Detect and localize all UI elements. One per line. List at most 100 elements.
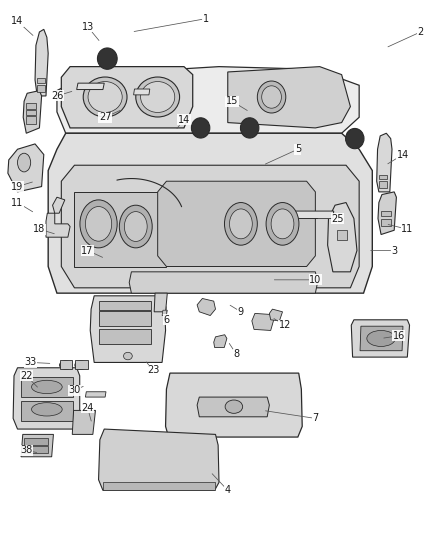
Ellipse shape [346, 128, 364, 149]
Polygon shape [272, 211, 334, 219]
Polygon shape [269, 309, 283, 321]
Bar [99, 311, 151, 326]
Ellipse shape [257, 81, 286, 113]
Text: 3: 3 [371, 246, 397, 255]
Bar [37, 85, 45, 92]
Polygon shape [21, 434, 53, 457]
Ellipse shape [18, 154, 31, 172]
Ellipse shape [191, 118, 210, 138]
Text: 2: 2 [388, 27, 424, 47]
Bar [21, 377, 73, 397]
Polygon shape [85, 392, 106, 397]
Text: 38: 38 [20, 446, 37, 455]
Bar [26, 116, 36, 124]
Ellipse shape [230, 209, 252, 239]
Text: 14: 14 [177, 115, 190, 128]
Bar [99, 329, 151, 344]
Polygon shape [129, 272, 318, 293]
Polygon shape [74, 192, 166, 266]
Bar [21, 401, 73, 421]
Polygon shape [103, 482, 215, 490]
Polygon shape [197, 298, 215, 316]
Ellipse shape [225, 400, 243, 414]
Ellipse shape [224, 203, 257, 245]
Polygon shape [328, 203, 357, 272]
Text: 6: 6 [163, 306, 170, 325]
Text: 26: 26 [51, 91, 72, 101]
Text: 33: 33 [25, 358, 50, 367]
Text: 22: 22 [20, 371, 38, 387]
Text: 10: 10 [274, 275, 321, 285]
Bar [75, 360, 88, 369]
Text: 13: 13 [81, 22, 99, 41]
Ellipse shape [367, 330, 395, 346]
Bar [99, 301, 151, 310]
Polygon shape [97, 235, 116, 261]
Text: 4: 4 [212, 474, 231, 495]
Ellipse shape [266, 203, 299, 245]
Text: 14: 14 [388, 150, 409, 164]
Ellipse shape [80, 200, 117, 248]
Polygon shape [228, 67, 350, 128]
Ellipse shape [271, 209, 294, 239]
Ellipse shape [75, 361, 87, 369]
Text: 15: 15 [226, 96, 247, 110]
Text: 9: 9 [230, 305, 244, 317]
Text: 12: 12 [274, 319, 291, 330]
Bar [24, 446, 48, 453]
Bar [379, 175, 387, 179]
Text: 11: 11 [388, 224, 413, 234]
Text: 24: 24 [81, 403, 94, 421]
Polygon shape [90, 296, 166, 362]
Polygon shape [158, 181, 315, 266]
Text: 11: 11 [11, 198, 33, 212]
Text: 17: 17 [81, 246, 102, 257]
Text: 5: 5 [265, 144, 301, 164]
Bar [379, 181, 387, 188]
Ellipse shape [32, 403, 62, 416]
Bar [381, 219, 391, 226]
Polygon shape [197, 397, 269, 417]
Polygon shape [57, 67, 359, 133]
Polygon shape [35, 29, 48, 96]
Polygon shape [61, 165, 359, 288]
Text: 23: 23 [146, 362, 159, 375]
Bar [24, 438, 48, 445]
Text: 7: 7 [265, 411, 318, 423]
Polygon shape [61, 67, 193, 128]
Text: 18: 18 [33, 224, 54, 234]
Polygon shape [48, 133, 372, 293]
Polygon shape [154, 293, 167, 312]
Ellipse shape [240, 118, 259, 138]
Ellipse shape [97, 48, 117, 69]
Bar [37, 78, 45, 83]
Ellipse shape [261, 86, 281, 108]
Text: 25: 25 [318, 214, 343, 223]
Polygon shape [13, 368, 80, 429]
Text: 30: 30 [68, 385, 83, 395]
Bar [60, 360, 72, 369]
Ellipse shape [83, 77, 127, 117]
Ellipse shape [88, 82, 122, 112]
Polygon shape [252, 313, 274, 330]
Polygon shape [53, 197, 65, 213]
Polygon shape [351, 320, 410, 357]
Ellipse shape [136, 77, 180, 117]
Ellipse shape [60, 361, 72, 369]
Polygon shape [23, 91, 42, 133]
Polygon shape [214, 335, 227, 348]
Ellipse shape [32, 381, 62, 393]
Polygon shape [72, 410, 95, 434]
Polygon shape [377, 133, 392, 192]
Text: 16: 16 [384, 331, 405, 341]
Polygon shape [99, 429, 219, 490]
Bar [337, 230, 347, 240]
Text: 19: 19 [11, 182, 32, 191]
Ellipse shape [124, 352, 132, 360]
Text: 8: 8 [229, 343, 240, 359]
Bar [26, 110, 36, 115]
Ellipse shape [124, 212, 147, 241]
Polygon shape [46, 213, 70, 237]
Ellipse shape [141, 82, 175, 112]
Polygon shape [134, 89, 150, 95]
